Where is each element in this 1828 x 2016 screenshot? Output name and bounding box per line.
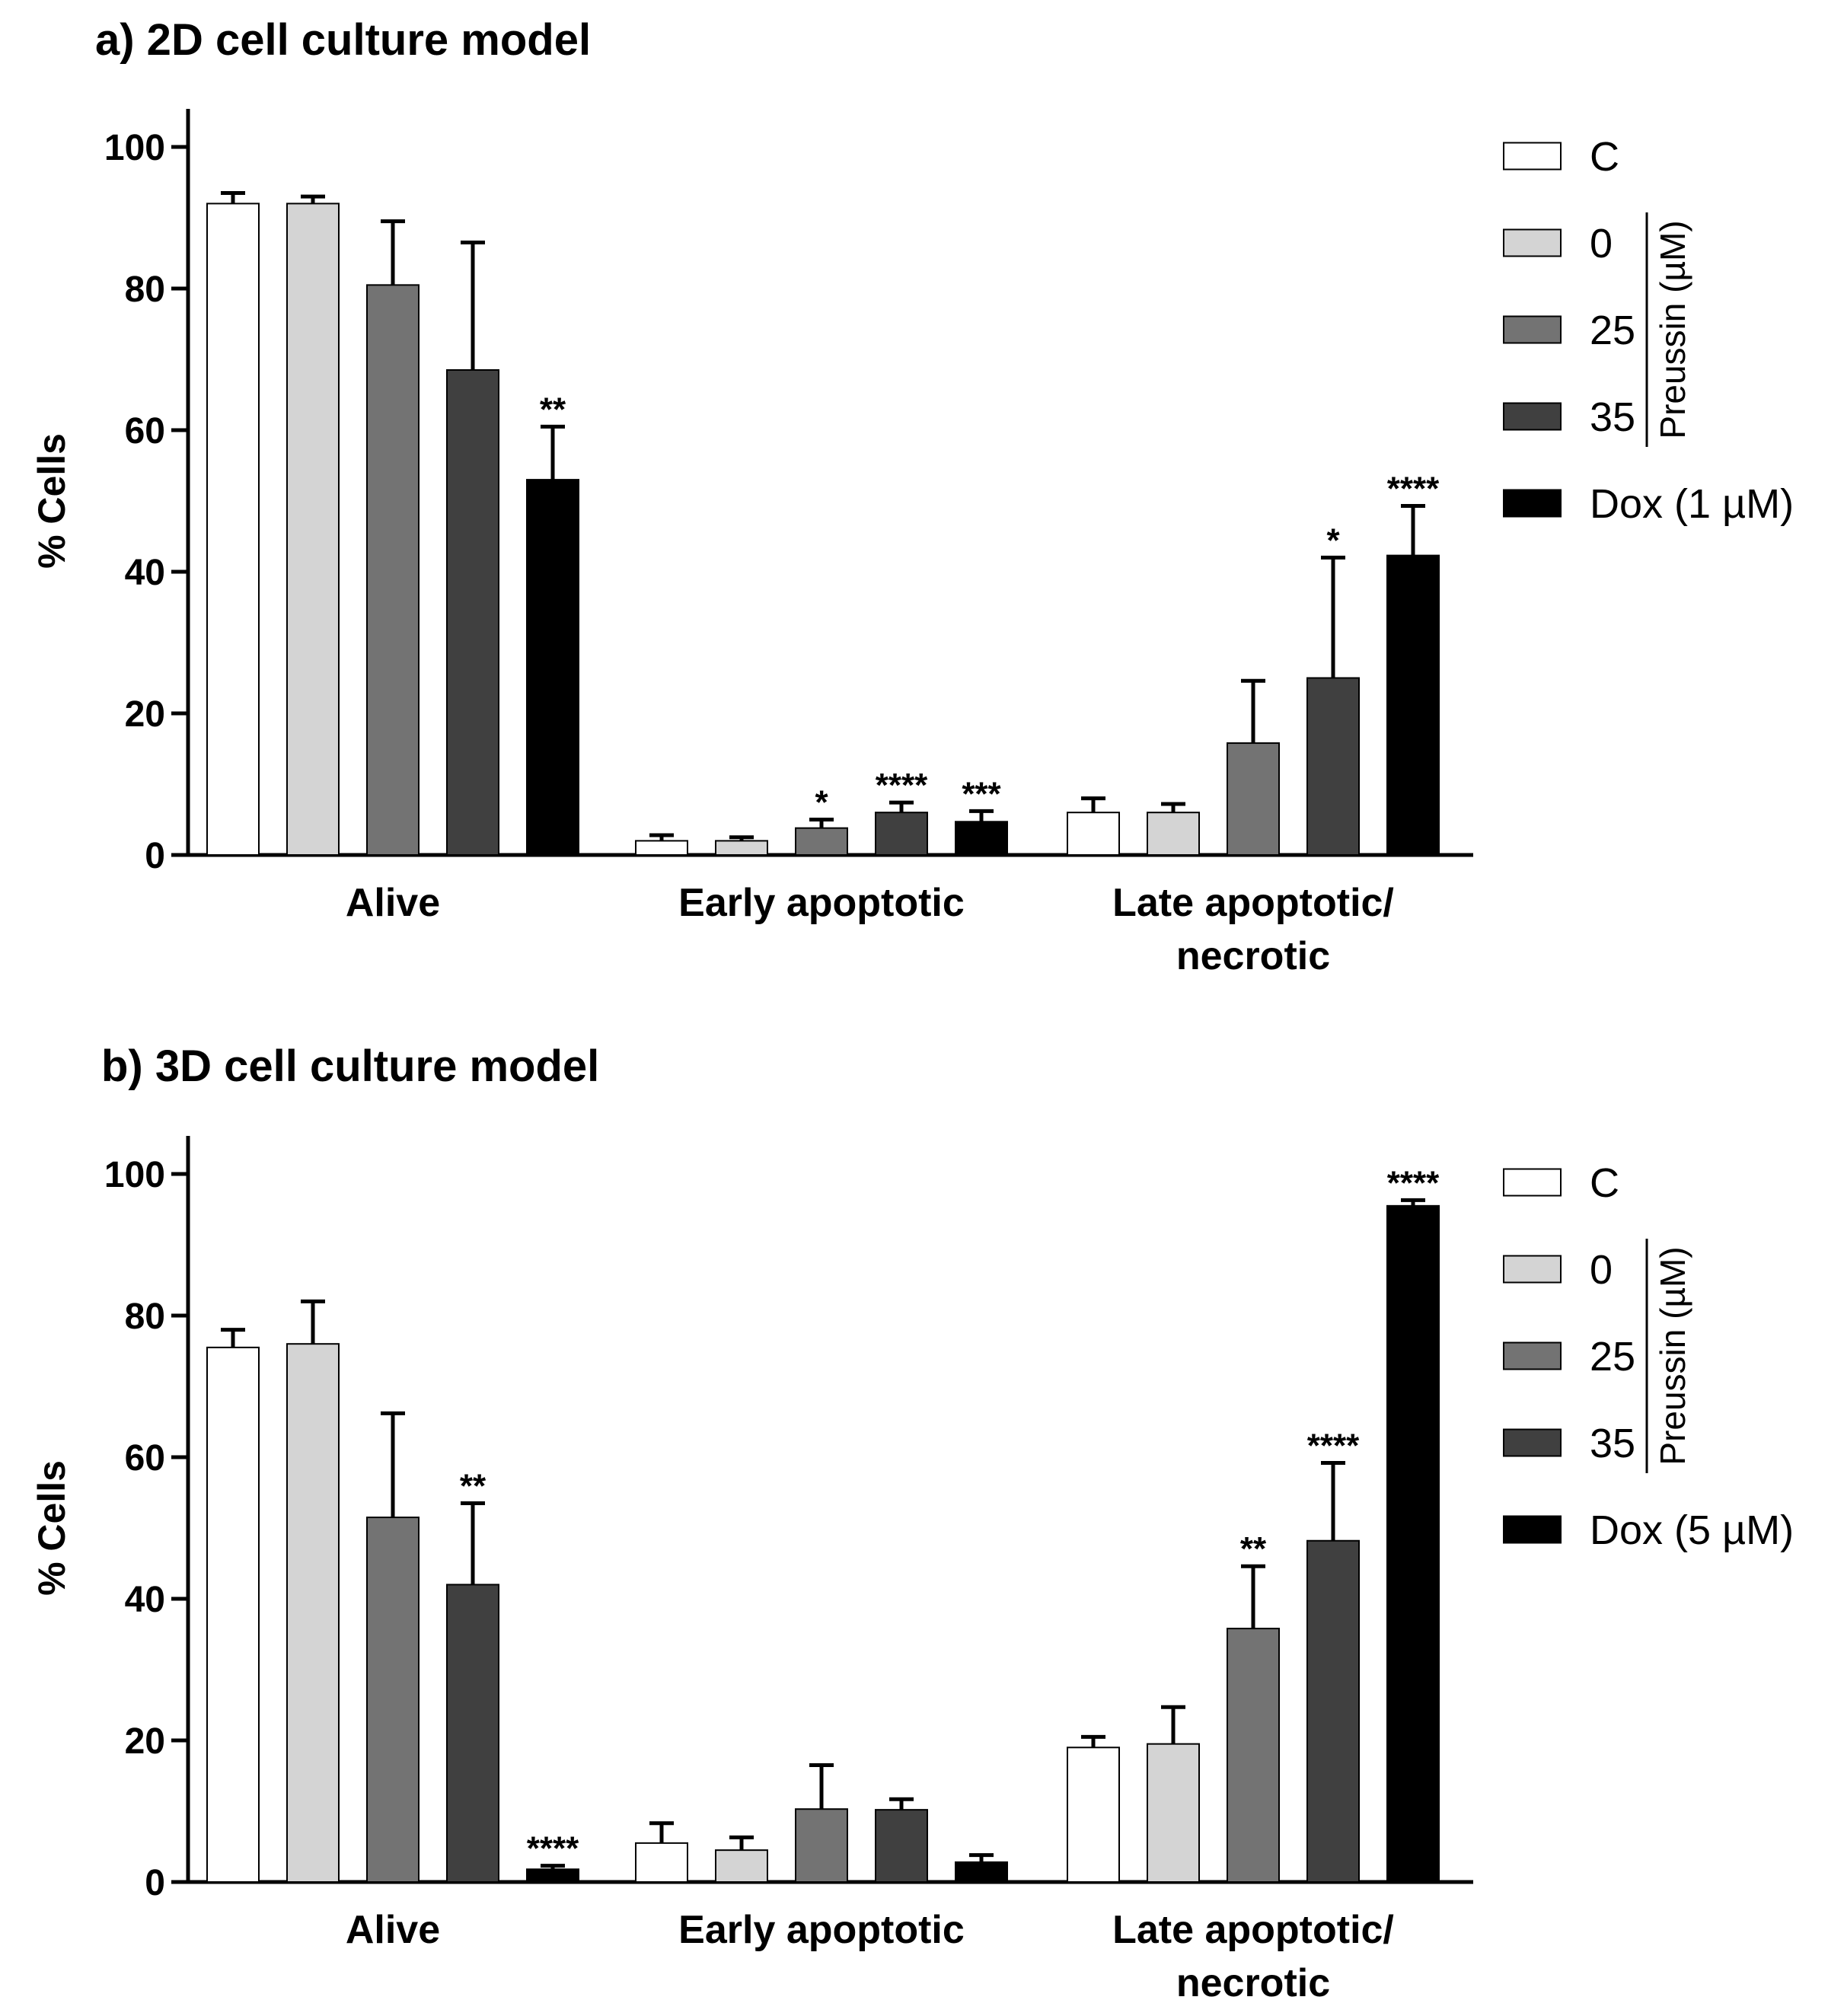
x-category-label: Early apoptotic — [678, 881, 965, 925]
bar-35 — [446, 368, 499, 856]
y-axis-label: % Cells — [30, 433, 73, 569]
bar-dox-5-m — [955, 1861, 1008, 1883]
y-tick-label: 60 — [125, 411, 165, 451]
legend-swatch — [1503, 228, 1562, 257]
bar-0 — [1147, 812, 1200, 856]
bar-25 — [366, 1517, 420, 1884]
significance-label: **** — [876, 767, 928, 804]
legend-swatch — [1503, 315, 1562, 344]
x-category-label: Early apoptotic — [678, 1908, 965, 1952]
legend-swatch — [1503, 489, 1562, 518]
y-axis-label: % Cells — [30, 1460, 73, 1596]
bar-c — [206, 203, 260, 856]
x-category-label: Late apoptotic/ — [1112, 1908, 1394, 1952]
significance-label: ** — [460, 1467, 487, 1504]
bar-dox-5-m — [526, 1868, 579, 1884]
y-tick-label: 0 — [145, 836, 165, 876]
bar-0 — [1147, 1743, 1200, 1883]
bar-25 — [366, 284, 420, 856]
significance-label: ** — [540, 391, 566, 428]
significance-label: * — [1326, 522, 1340, 559]
legend-swatch — [1503, 142, 1562, 171]
bar-c — [206, 1346, 260, 1883]
x-category-label: Alive — [346, 881, 440, 925]
significance-label: *** — [962, 775, 1001, 812]
legend-group-label: Preussin (µM) — [1653, 220, 1692, 439]
y-tick-label: 20 — [125, 1721, 165, 1762]
bar-dox-1-m — [526, 479, 579, 856]
chart-panel-3d: b) 3D cell culture model 0 20 40 60 80 100 % C… — [30, 1041, 1794, 2005]
legend-label: 0 — [1590, 1247, 1613, 1293]
significance-label: **** — [527, 1830, 579, 1868]
bar-35 — [1306, 677, 1360, 856]
chart-title: a) 2D cell culture model — [95, 15, 591, 65]
y-tick-label: 60 — [125, 1438, 165, 1479]
bar-0 — [286, 203, 340, 856]
chart-title: b) 3D cell culture model — [101, 1041, 599, 1091]
legend-label: 25 — [1590, 1334, 1635, 1380]
legend-label: C — [1590, 1160, 1619, 1206]
bar-c — [1067, 812, 1120, 856]
y-tick-label: 100 — [104, 128, 165, 168]
legend-group-label: Preussin (µM) — [1653, 1246, 1692, 1465]
bar-dox-5-m — [1386, 1204, 1440, 1883]
bar-25 — [795, 827, 848, 856]
bar-c — [635, 1842, 688, 1884]
legend-label: Dox (1 µM) — [1590, 481, 1794, 527]
legend-swatch — [1503, 1255, 1562, 1284]
significance-label: **** — [1307, 1427, 1360, 1464]
y-tick-label: 80 — [125, 1297, 165, 1337]
legend-label: 35 — [1590, 1421, 1635, 1466]
significance-label: * — [815, 784, 828, 821]
y-tick-label: 100 — [104, 1155, 165, 1195]
bar-c — [635, 840, 688, 856]
legend-swatch — [1503, 1168, 1562, 1197]
x-category-label: necrotic — [1176, 1961, 1330, 2005]
y-tick-label: 0 — [145, 1863, 165, 1903]
x-category-label: necrotic — [1176, 934, 1330, 978]
legend-label: 25 — [1590, 308, 1635, 353]
legend-swatch — [1503, 1341, 1562, 1370]
significance-label: **** — [1387, 471, 1440, 508]
significance-label: ** — [1240, 1530, 1267, 1568]
legend-label: Dox (5 µM) — [1590, 1507, 1794, 1553]
bar-0 — [715, 1849, 768, 1883]
bar-c — [1067, 1746, 1120, 1884]
legend-label: C — [1590, 134, 1619, 180]
y-tick-label: 40 — [125, 553, 165, 593]
x-category-label: Late apoptotic/ — [1112, 881, 1394, 925]
y-tick-label: 40 — [125, 1580, 165, 1620]
bar-25 — [795, 1808, 848, 1883]
legend-swatch — [1503, 402, 1562, 431]
bar-dox-1-m — [1386, 554, 1440, 856]
bar-35 — [446, 1584, 499, 1883]
bar-0 — [286, 1343, 340, 1883]
legend-label: 0 — [1590, 221, 1613, 266]
bar-35 — [875, 1809, 928, 1883]
bar-25 — [1227, 1628, 1280, 1884]
x-category-label: Alive — [346, 1908, 440, 1952]
bar-35 — [875, 812, 928, 856]
bar-35 — [1306, 1539, 1360, 1883]
y-tick-label: 20 — [125, 694, 165, 735]
y-tick-label: 80 — [125, 270, 165, 310]
legend-swatch — [1503, 1515, 1562, 1544]
chart-panel-2d: a) 2D cell culture model 0 20 40 60 80 100 % C… — [30, 15, 1794, 978]
legend-swatch — [1503, 1428, 1562, 1457]
significance-label: **** — [1387, 1164, 1440, 1201]
bar-25 — [1227, 742, 1280, 856]
bar-dox-1-m — [955, 821, 1008, 856]
bar-0 — [715, 840, 768, 856]
legend-label: 35 — [1590, 394, 1635, 440]
